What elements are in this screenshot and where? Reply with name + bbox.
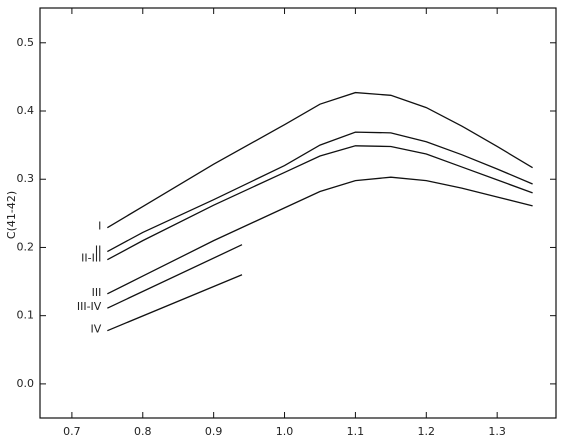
y-tick-label: 0.0 bbox=[17, 377, 35, 390]
x-tick-label: 0.7 bbox=[63, 425, 81, 438]
y-tick-label: 0.3 bbox=[17, 172, 35, 185]
x-tick-label: 1.0 bbox=[276, 425, 294, 438]
series-label: II bbox=[95, 244, 102, 257]
x-tick-label: 1.1 bbox=[347, 425, 365, 438]
y-axis-label: C(41-42) bbox=[5, 191, 18, 239]
series-label: IV bbox=[91, 323, 102, 336]
series-label: I bbox=[98, 220, 101, 233]
x-tick-label: 0.9 bbox=[205, 425, 223, 438]
series-label: III bbox=[92, 286, 102, 299]
y-tick-label: 0.5 bbox=[17, 36, 35, 49]
y-tick-label: 0.2 bbox=[17, 240, 35, 253]
series-line bbox=[107, 91, 533, 229]
series-label: II-III bbox=[81, 252, 101, 265]
series-line bbox=[107, 176, 533, 295]
plot-frame bbox=[39, 7, 557, 419]
series-line bbox=[107, 274, 243, 332]
series-line bbox=[107, 145, 533, 261]
series-line bbox=[107, 131, 533, 253]
x-tick-label: 1.2 bbox=[418, 425, 436, 438]
x-tick-label: 0.8 bbox=[134, 425, 152, 438]
series-line bbox=[107, 244, 243, 309]
series-label: III-IV bbox=[77, 300, 102, 313]
y-tick-label: 0.4 bbox=[17, 104, 35, 117]
y-tick-label: 0.1 bbox=[17, 309, 35, 322]
x-tick-label: 1.3 bbox=[488, 425, 506, 438]
